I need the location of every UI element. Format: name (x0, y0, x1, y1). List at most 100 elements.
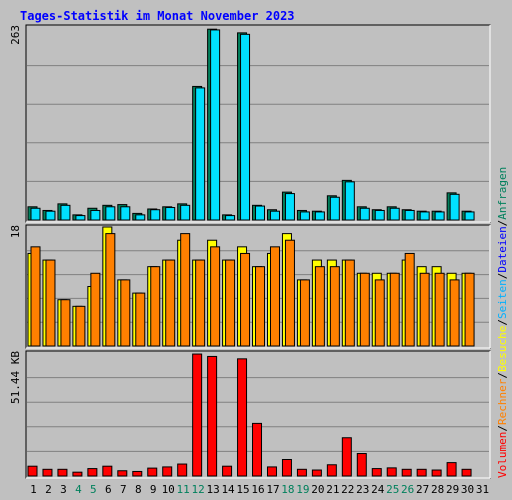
day-label: 17 (266, 483, 279, 496)
bar-dateien-day-8 (135, 214, 146, 221)
day-label: 1 (30, 483, 37, 496)
bar-dateien-day-11 (180, 204, 191, 221)
day-label: 29 (446, 483, 459, 496)
day-label: 10 (162, 483, 175, 496)
legend-item: Rechner (496, 378, 509, 425)
legend-item: Anfragen (496, 167, 509, 220)
bar-rechner-day-29 (449, 279, 460, 347)
bar-rechner-day-3 (60, 299, 71, 347)
day-label: 20 (311, 483, 324, 496)
bar-dateien-day-25 (389, 207, 400, 221)
legend-item: / (496, 273, 509, 280)
day-label: 16 (251, 483, 264, 496)
bar-rechner-day-2 (45, 259, 56, 347)
bar-dateien-day-18 (284, 193, 295, 221)
day-label: 8 (135, 483, 142, 496)
legend: Volumen/Rechner/Besuche/Seiten/Dateien/A… (496, 167, 509, 478)
bar-rechner-day-6 (105, 233, 116, 347)
day-label: 3 (60, 483, 67, 496)
bar-rechner-day-13 (210, 246, 221, 347)
bar-rechner-day-4 (75, 305, 86, 347)
day-label: 31 (476, 483, 489, 496)
bar-rechner-day-19 (299, 279, 310, 347)
bar-rechner-day-28 (434, 272, 445, 347)
bar-volumen-day-21 (326, 464, 337, 477)
bar-dateien-day-13 (210, 29, 221, 221)
bar-rechner-day-15 (240, 252, 251, 347)
bar-volumen-day-12 (192, 353, 203, 477)
day-label: 7 (120, 483, 127, 496)
bar-rechner-day-18 (284, 239, 295, 347)
bar-dateien-day-26 (404, 209, 415, 221)
bar-dateien-day-20 (314, 211, 325, 221)
bar-volumen-day-10 (162, 466, 173, 477)
bar-volumen-day-6 (102, 465, 113, 477)
day-label: 22 (341, 483, 354, 496)
bar-dateien-day-30 (464, 211, 475, 221)
bar-dateien-day-27 (419, 211, 430, 221)
day-label: 24 (371, 483, 385, 496)
day-label: 18 (281, 483, 294, 496)
bar-rechner-day-25 (389, 272, 400, 347)
legend-text: Volumen/Rechner/Besuche/Seiten/Dateien/A… (496, 167, 509, 478)
bar-rechner-day-11 (180, 233, 191, 347)
bar-volumen-day-18 (281, 459, 292, 477)
day-label: 23 (356, 483, 369, 496)
bar-dateien-day-10 (165, 207, 176, 221)
bar-dateien-day-22 (344, 181, 355, 221)
bar-volumen-day-2 (42, 468, 53, 477)
bar-volumen-day-3 (57, 468, 68, 477)
day-label: 15 (236, 483, 249, 496)
bar-dateien-day-23 (359, 207, 370, 221)
bar-volumen-day-13 (207, 355, 218, 477)
bar-volumen-day-9 (147, 467, 158, 477)
legend-item: / (496, 319, 509, 326)
bar-volumen-day-15 (237, 358, 248, 477)
bar-volumen-day-23 (356, 453, 367, 477)
bar-volumen-day-30 (461, 468, 472, 477)
bar-volumen-day-11 (177, 463, 188, 477)
legend-item: Besuche (496, 326, 509, 372)
bar-rechner-day-10 (165, 259, 176, 347)
panel-requests: 263 (9, 24, 491, 223)
bar-volumen-day-5 (87, 468, 98, 477)
bar-dateien-day-19 (299, 211, 310, 221)
day-label: 11 (177, 483, 190, 496)
bar-volumen-day-8 (132, 470, 143, 477)
bar-volumen-day-14 (222, 465, 233, 477)
bar-rechner-day-24 (374, 279, 385, 347)
bar-dateien-day-1 (30, 207, 41, 221)
bar-rechner-day-22 (344, 259, 355, 347)
day-label: 4 (75, 483, 82, 496)
day-label: 28 (431, 483, 444, 496)
panel-requests-ymax-label: 263 (9, 25, 22, 45)
bar-dateien-day-3 (60, 204, 71, 221)
bar-volumen-day-16 (252, 422, 263, 477)
bar-rechner-day-17 (269, 246, 280, 347)
bar-volumen-day-26 (401, 468, 412, 477)
legend-item: Dateien (496, 226, 509, 272)
legend-item: / (496, 372, 509, 379)
bar-dateien-day-21 (329, 196, 340, 221)
bar-rechner-day-20 (314, 266, 325, 347)
bar-rechner-day-5 (90, 272, 101, 347)
bar-dateien-day-6 (105, 206, 116, 221)
chart-panels: 263 18 51.44 KB (9, 24, 491, 479)
bar-rechner-day-9 (150, 266, 161, 347)
bar-dateien-day-28 (434, 211, 445, 221)
bar-volumen-day-1 (27, 465, 38, 477)
bar-rechner-day-14 (225, 259, 236, 347)
legend-item: / (496, 220, 509, 227)
day-label: 14 (221, 483, 235, 496)
day-label: 30 (461, 483, 474, 496)
panel-visits: 18 (9, 224, 491, 349)
bar-volumen-day-7 (117, 470, 128, 477)
bar-rechner-day-21 (329, 266, 340, 347)
bar-dateien-day-5 (90, 209, 101, 221)
bar-rechner-day-26 (404, 252, 415, 347)
bar-volumen-day-17 (266, 466, 277, 477)
bar-dateien-day-9 (150, 209, 161, 221)
bar-dateien-day-7 (120, 206, 131, 221)
